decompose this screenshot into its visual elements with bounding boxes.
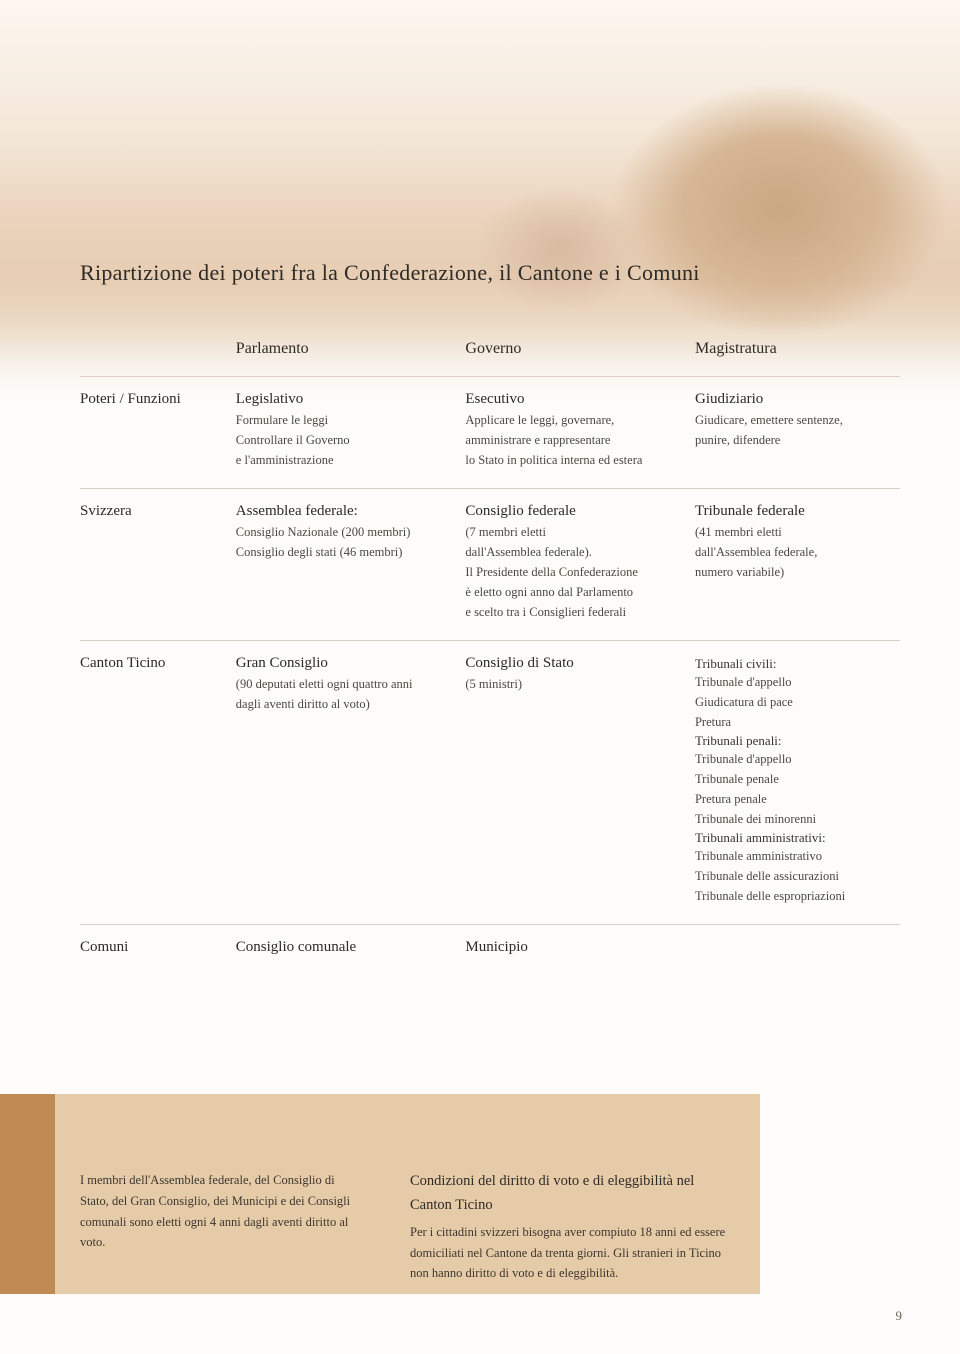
table-cell: Municipio bbox=[465, 925, 695, 977]
table-cell: Legislativo Formulare le leggiControllare… bbox=[236, 377, 466, 489]
col-governo: Governo bbox=[465, 340, 685, 358]
cell-line: lo Stato in politica interna ed estera bbox=[465, 450, 685, 470]
footnote-right-body: Per i cittadini svizzeri bisogna aver co… bbox=[410, 1222, 730, 1284]
tribunal-item: Pretura penale bbox=[695, 789, 890, 809]
footnote-left: I membri dell'Assemblea federale, del Co… bbox=[80, 1170, 360, 1284]
tribunal-item: Tribunale amministrativo bbox=[695, 846, 890, 866]
tribunal-item: Tribunale delle assicurazioni bbox=[695, 866, 890, 886]
table-row: Canton Ticino Gran Consiglio (90 deputati … bbox=[80, 641, 900, 925]
table-cell: Giudiziario Giudicare, emettere sentenze,… bbox=[695, 377, 900, 489]
table-cell bbox=[695, 925, 900, 977]
page-title: Ripartizione dei poteri fra la Confedera… bbox=[80, 260, 900, 286]
cell-line: dall'Assemblea federale). bbox=[465, 542, 685, 562]
table-cell: Consiglio comunale bbox=[236, 925, 466, 977]
cell-line: (7 membri eletti bbox=[465, 522, 685, 542]
row-label: Canton Ticino bbox=[80, 655, 226, 672]
table-cell: Tribunali civili:Tribunale d'appelloGiud… bbox=[695, 641, 900, 925]
tribunal-item: Giudicatura di pace bbox=[695, 692, 890, 712]
tribunal-item: Tribunale d'appello bbox=[695, 672, 890, 692]
row-label: Poteri / Funzioni bbox=[80, 391, 226, 408]
cell-line: (41 membri eletti bbox=[695, 522, 890, 542]
tribunal-group-heading: Tribunali penali: bbox=[695, 733, 890, 749]
footnotes: I membri dell'Assemblea federale, del Co… bbox=[80, 1170, 760, 1284]
tribunal-item: Tribunale dei minorenni bbox=[695, 809, 890, 829]
tribunal-item: Tribunale penale bbox=[695, 769, 890, 789]
cell-line: Formulare le leggi bbox=[236, 410, 456, 430]
cell-line: Controllare il Governo bbox=[236, 430, 456, 450]
tribunal-group-heading: Tribunali civili: bbox=[695, 656, 890, 672]
cell-line: amministrare e rappresentare bbox=[465, 430, 685, 450]
cell-line: Applicare le leggi, governare, bbox=[465, 410, 685, 430]
cell-title: Consiglio comunale bbox=[236, 939, 456, 956]
tribunal-item: Tribunale delle espropriazioni bbox=[695, 886, 890, 906]
cell-line: punire, difendere bbox=[695, 430, 890, 450]
col-parlamento: Parlamento bbox=[236, 340, 456, 358]
tribunal-group-heading: Tribunali amministrativi: bbox=[695, 830, 890, 846]
cell-title: Legislativo bbox=[236, 391, 456, 408]
table-row: Svizzera Assemblea federale: Consiglio Naz… bbox=[80, 489, 900, 641]
powers-table: Parlamento Governo Magistratura Poteri /… bbox=[80, 326, 900, 976]
page-content: Ripartizione dei poteri fra la Confedera… bbox=[0, 0, 960, 1016]
table-cell: Consiglio federale (7 membri elettidall'A… bbox=[465, 489, 695, 641]
cell-line: Consiglio degli stati (46 membri) bbox=[236, 542, 456, 562]
row-label: Comuni bbox=[80, 939, 226, 956]
table-cell: Assemblea federale: Consiglio Nazionale (… bbox=[236, 489, 466, 641]
table-cell: Tribunale federale (41 membri elettidall'… bbox=[695, 489, 900, 641]
cell-title: Consiglio di Stato bbox=[465, 655, 685, 672]
table-row: Poteri / Funzioni Legislativo Formulare le… bbox=[80, 377, 900, 489]
cell-title: Municipio bbox=[465, 939, 685, 956]
cell-title: Giudiziario bbox=[695, 391, 890, 408]
col-magistratura: Magistratura bbox=[695, 340, 890, 358]
tribunal-item: Tribunale d'appello bbox=[695, 749, 890, 769]
table-cell: Esecutivo Applicare le leggi, governare,a… bbox=[465, 377, 695, 489]
cell-line: (5 ministri) bbox=[465, 674, 685, 694]
cell-title: Gran Consiglio bbox=[236, 655, 456, 672]
table-cell: Gran Consiglio (90 deputati eletti ogni q… bbox=[236, 641, 466, 925]
cell-line: Giudicare, emettere sentenze, bbox=[695, 410, 890, 430]
cell-line: Consiglio Nazionale (200 membri) bbox=[236, 522, 456, 542]
table-cell: Consiglio di Stato (5 ministri) bbox=[465, 641, 695, 925]
footer-band-dark bbox=[0, 1094, 55, 1294]
tribunal-item: Pretura bbox=[695, 712, 890, 732]
cell-line: è eletto ogni anno dal Parlamento bbox=[465, 582, 685, 602]
cell-line: dall'Assemblea federale, bbox=[695, 542, 890, 562]
table-header-row: Parlamento Governo Magistratura bbox=[80, 326, 900, 377]
cell-line: numero variabile) bbox=[695, 562, 890, 582]
cell-title: Assemblea federale: bbox=[236, 503, 456, 520]
page-number: 9 bbox=[896, 1308, 903, 1324]
cell-title: Tribunale federale bbox=[695, 503, 890, 520]
cell-line: e scelto tra i Consiglieri federali bbox=[465, 602, 685, 622]
footnote-right: Condizioni del diritto di voto e di eleg… bbox=[410, 1170, 730, 1284]
cell-line: dagli aventi diritto al voto) bbox=[236, 694, 456, 714]
cell-line: Il Presidente della Confederazione bbox=[465, 562, 685, 582]
table-row: Comuni Consiglio comunale Municipio bbox=[80, 925, 900, 977]
cell-line: e l'amministrazione bbox=[236, 450, 456, 470]
cell-line: (90 deputati eletti ogni quattro anni bbox=[236, 674, 456, 694]
col-blank bbox=[80, 326, 236, 377]
footnote-right-title: Condizioni del diritto di voto e di eleg… bbox=[410, 1170, 730, 1218]
cell-title: Esecutivo bbox=[465, 391, 685, 408]
cell-title: Consiglio federale bbox=[465, 503, 685, 520]
row-label: Svizzera bbox=[80, 503, 226, 520]
